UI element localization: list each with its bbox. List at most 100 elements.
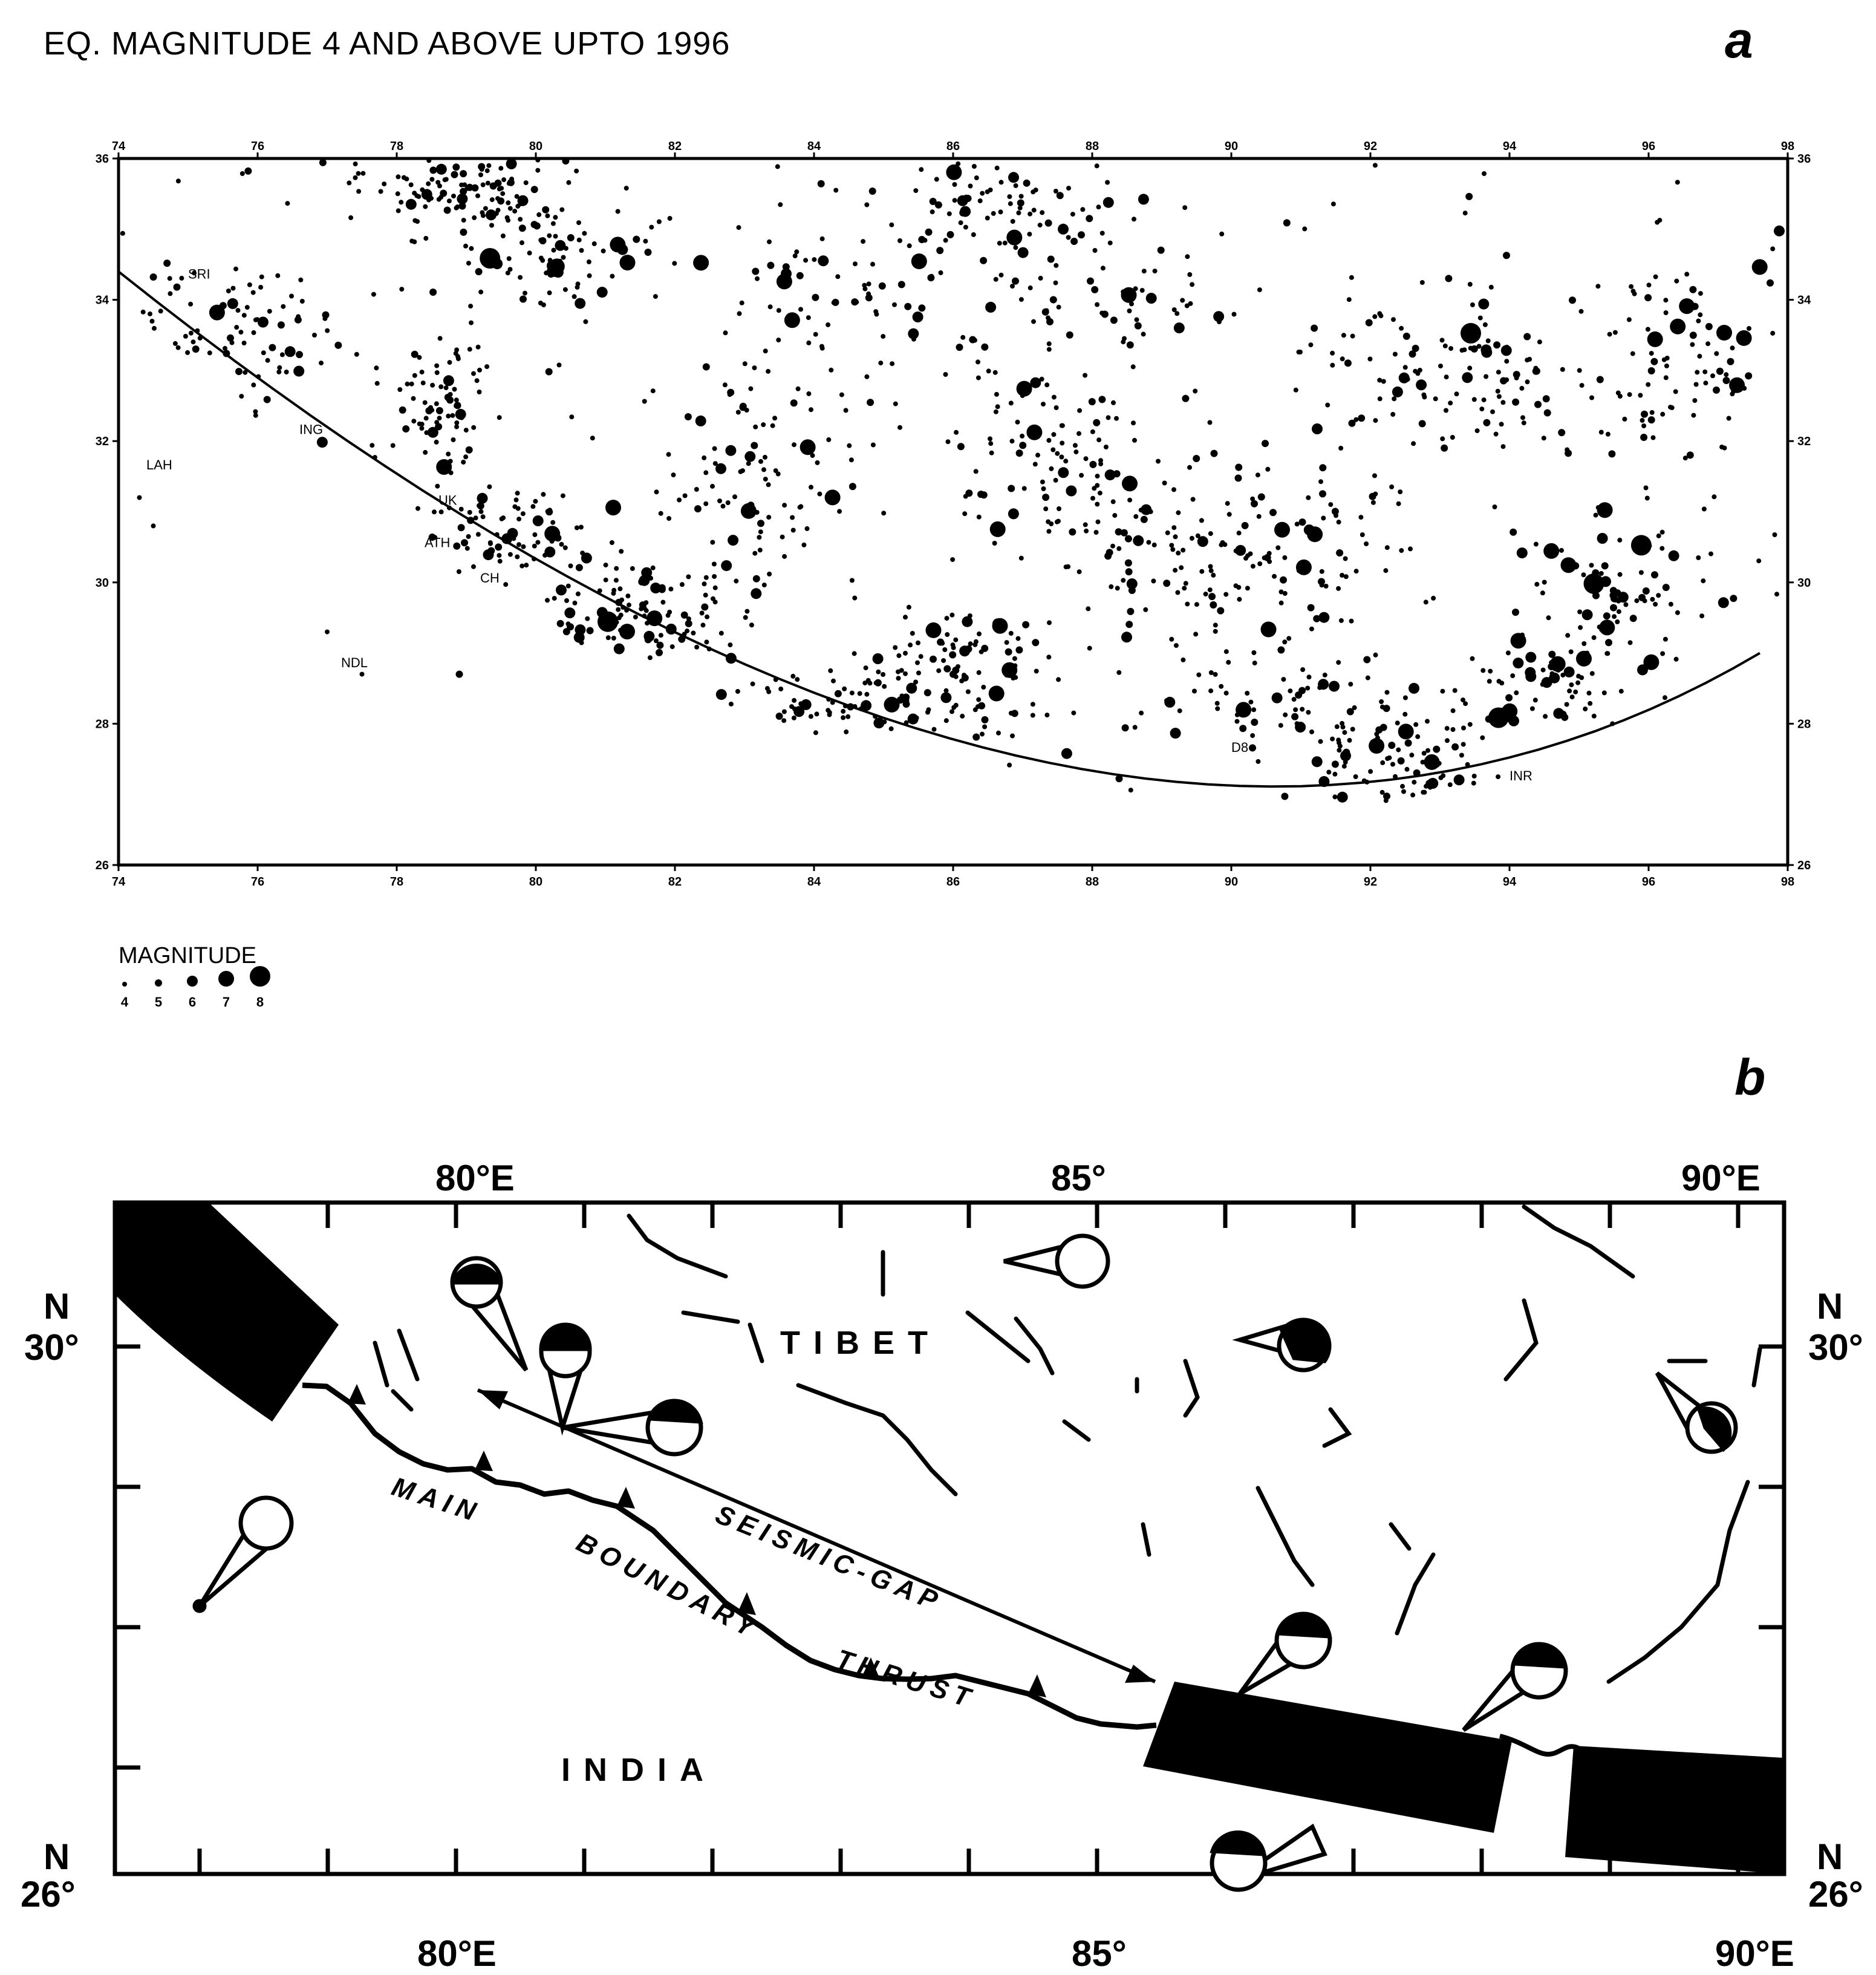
- epicenter-dot: [553, 215, 558, 220]
- epicenter-dot: [1392, 351, 1398, 357]
- epicenter-dot: [753, 424, 758, 429]
- epicenter-dot: [1462, 211, 1468, 216]
- epicenter-dot: [617, 244, 628, 255]
- epicenter-dot: [973, 469, 979, 474]
- epicenter-dot: [417, 354, 422, 360]
- epicenter-dot: [1653, 601, 1658, 607]
- epicenter-dot: [1318, 612, 1330, 623]
- epicenter-dot: [475, 344, 481, 350]
- epicenter-dot: [168, 291, 173, 296]
- epicenter-dot: [868, 188, 876, 195]
- epicenter-dot: [710, 540, 715, 545]
- epicenter-dot: [611, 636, 616, 641]
- epicenter-dot: [1525, 379, 1530, 385]
- epicenter-dot: [1402, 365, 1408, 370]
- epicenter-dot: [844, 729, 849, 734]
- epicenter-dot: [1441, 444, 1448, 452]
- panel-a-label: a: [1725, 11, 1753, 68]
- epicenter-dot: [1278, 589, 1284, 595]
- epicenter-dot: [1425, 748, 1430, 753]
- epicenter-dot: [243, 370, 248, 375]
- epicenter-dot: [1383, 792, 1390, 800]
- epicenter-dot: [1379, 704, 1385, 710]
- epicenter-dot: [120, 230, 125, 236]
- epicenter-dot: [925, 622, 942, 638]
- epicenter-dot: [847, 443, 852, 448]
- epicenter-dot: [1193, 455, 1200, 462]
- epicenter-dot: [1650, 357, 1658, 365]
- epicenter-dot: [827, 710, 832, 715]
- epicenter-dot: [1350, 333, 1355, 339]
- seismic-gap-block-east: [1565, 1746, 1784, 1874]
- fault-7: [1062, 1419, 1091, 1442]
- epicenter-dot: [943, 718, 949, 723]
- epicenter-dot: [1424, 754, 1440, 770]
- epicenter-dot: [934, 177, 939, 182]
- epicenter-dot: [985, 301, 997, 313]
- epicenter-dot: [1016, 210, 1021, 215]
- epicenter-dot: [861, 239, 866, 244]
- epicenter-dot: [1182, 394, 1190, 402]
- epicenter-dot: [1662, 584, 1670, 592]
- epicenter-dot: [798, 504, 804, 509]
- epicenter-dot: [1481, 397, 1487, 403]
- epicenter-dot: [1343, 748, 1350, 756]
- epicenter-dot: [1326, 769, 1332, 775]
- epicenter-dot: [1248, 699, 1254, 705]
- a-bottom-tick-label: 96: [1642, 875, 1655, 889]
- epicenter-dot: [1095, 519, 1101, 524]
- epicenter-dot: [981, 685, 986, 690]
- epicenter-dot: [467, 347, 472, 352]
- epicenter-dot: [766, 368, 771, 374]
- epicenter-dot: [1360, 532, 1365, 537]
- epicenter-dot: [603, 563, 608, 568]
- epicenter-dot: [1379, 789, 1385, 795]
- epicenter-dot: [1641, 410, 1648, 418]
- epicenter-dot: [824, 489, 841, 506]
- epicenter-dot: [936, 247, 944, 255]
- epicenter-dot: [1298, 518, 1306, 526]
- epicenter-dot: [454, 397, 459, 403]
- epicenter-dot: [800, 439, 816, 455]
- epicenter-dot: [1565, 449, 1572, 457]
- epicenter-dot: [766, 482, 771, 488]
- epicenter-dot: [507, 267, 513, 272]
- epicenter-dot: [1010, 219, 1015, 224]
- epicenter-dot: [241, 313, 247, 318]
- epicenter-dot: [1181, 547, 1186, 553]
- epicenter-dot: [446, 396, 454, 404]
- epicenter-dot: [878, 282, 886, 290]
- epicenter-dot: [685, 628, 690, 634]
- fault-20: [1322, 1407, 1352, 1448]
- epicenter-dot: [792, 706, 797, 711]
- a-bottom-tick-label: 78: [390, 875, 403, 889]
- epicenter-dot: [1470, 656, 1475, 661]
- epicenter-dot: [873, 309, 879, 315]
- epicenter-dot: [267, 308, 272, 314]
- epicenter-dot: [952, 198, 957, 203]
- epicenter-dot: [839, 392, 844, 397]
- epicenter-dot: [1607, 331, 1612, 337]
- epicenter-dot: [870, 261, 875, 267]
- epicenter-dot: [1467, 365, 1473, 371]
- epicenter-dot: [1579, 383, 1585, 388]
- epicenter-dot: [1127, 607, 1135, 615]
- epicenter-dot: [405, 198, 417, 210]
- epicenter-dot: [1183, 581, 1188, 586]
- epicenter-dot: [1370, 500, 1376, 505]
- epicenter-dot: [1660, 651, 1666, 656]
- epicenter-dot: [446, 378, 451, 384]
- epicenter-dot: [452, 163, 460, 171]
- epicenter-dot: [244, 167, 252, 175]
- epicenter-dot: [1334, 513, 1338, 518]
- epicenter-dot: [989, 450, 994, 455]
- epicenter-dot: [649, 224, 654, 230]
- epicenter-dot: [1278, 600, 1284, 606]
- epicenter-dot: [1399, 325, 1404, 331]
- epicenter-dot: [763, 454, 767, 460]
- epicenter-dot: [461, 218, 466, 223]
- epicenter-dot: [1368, 769, 1373, 774]
- epicenter-dot: [353, 162, 358, 166]
- epicenter-dot: [1141, 331, 1146, 337]
- epicenter-dot: [1058, 223, 1069, 235]
